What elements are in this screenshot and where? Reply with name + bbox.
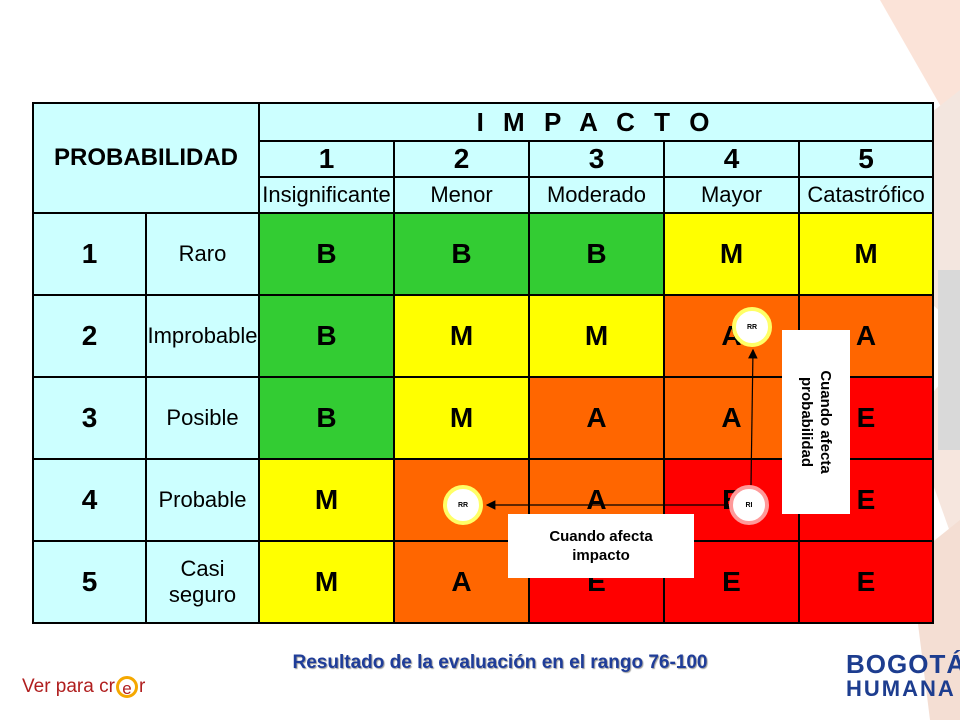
risk-cell: A	[393, 540, 530, 624]
risk-cell: M	[258, 540, 395, 624]
risk-cell: A	[528, 376, 665, 460]
risk-cell: M	[258, 458, 395, 542]
risk-cell: B	[258, 294, 395, 378]
risk-cell: M	[393, 376, 530, 460]
probability-label: Cuando afecta probabilidad	[782, 330, 850, 514]
risk-matrix: PROBABILIDAD I M P A C T O 1 2 3 4 5 Ins…	[32, 102, 935, 624]
footer-title: Resultado de la evaluación en el rango 7…	[292, 652, 708, 673]
impact-level-number: 2	[393, 140, 530, 178]
residual-risk-badge: RR	[443, 485, 483, 525]
slogan-circle-letter: e	[115, 676, 138, 698]
probability-level-number: 4	[32, 458, 147, 542]
impact-level-name: Catastrófico	[797, 176, 935, 214]
probability-level-number: 2	[32, 294, 147, 378]
probability-label-text: Cuando afecta probabilidad	[798, 370, 834, 474]
impact-level-number: 4	[663, 140, 800, 178]
probability-level-number: 1	[32, 212, 147, 296]
probability-level-name: Probable	[145, 458, 260, 542]
slogan: Ver para cr e r	[22, 676, 145, 698]
risk-cell: B	[528, 212, 665, 296]
logo-top-text: BOGOTÁ	[846, 649, 960, 679]
bogota-humana-logo: BOGOTÁ HUMANA	[846, 649, 960, 701]
risk-cell: M	[797, 212, 935, 296]
impact-level-number: 5	[797, 140, 935, 178]
probability-level-number: 5	[32, 540, 147, 624]
inherent-risk-badge: RI	[729, 485, 769, 525]
probability-header: PROBABILIDAD	[32, 102, 260, 214]
impact-level-name: Insignificante	[258, 176, 395, 214]
impact-level-number: 3	[528, 140, 665, 178]
residual-risk-badge: RR	[732, 307, 772, 347]
impact-level-number: 1	[258, 140, 395, 178]
risk-cell: A	[663, 376, 800, 460]
probability-level-name: Casi seguro	[145, 540, 260, 624]
probability-level-name: Improbable	[145, 294, 260, 378]
slogan-text-start: Ver para cr	[22, 676, 115, 697]
probability-level-name: Posible	[145, 376, 260, 460]
impact-level-name: Mayor	[663, 176, 800, 214]
probability-level-name: Raro	[145, 212, 260, 296]
risk-cell: B	[258, 376, 395, 460]
risk-cell: B	[393, 212, 530, 296]
risk-cell: M	[528, 294, 665, 378]
risk-cell: E	[797, 540, 935, 624]
risk-cell: A	[663, 294, 800, 378]
impact-header: I M P A C T O	[257, 102, 935, 142]
risk-cell: M	[663, 212, 800, 296]
impact-label-text: Cuando afecta impacto	[549, 528, 653, 564]
impact-level-name: Menor	[393, 176, 530, 214]
risk-cell: M	[393, 294, 530, 378]
impact-label: Cuando afecta impacto	[508, 514, 694, 578]
impact-level-name: Moderado	[528, 176, 665, 214]
risk-cell: B	[258, 212, 395, 296]
slogan-text-end: r	[138, 676, 146, 697]
logo-bottom-text: HUMANA	[846, 676, 956, 701]
probability-level-number: 3	[32, 376, 147, 460]
